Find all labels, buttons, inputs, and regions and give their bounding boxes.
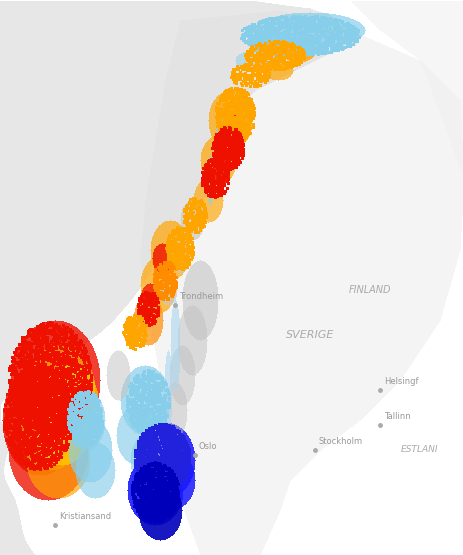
Text: Kristiansand: Kristiansand: [59, 512, 111, 521]
Text: FINLAND: FINLAND: [348, 285, 390, 295]
Text: Stockholm: Stockholm: [319, 437, 363, 446]
Text: Trondheim: Trondheim: [179, 292, 223, 301]
Text: Helsingf: Helsingf: [383, 377, 418, 386]
Text: Oslo: Oslo: [199, 442, 217, 451]
Text: SVERIGE: SVERIGE: [285, 330, 333, 340]
Text: Tallinn: Tallinn: [383, 412, 410, 421]
Text: ESTLANI: ESTLANI: [400, 446, 438, 455]
